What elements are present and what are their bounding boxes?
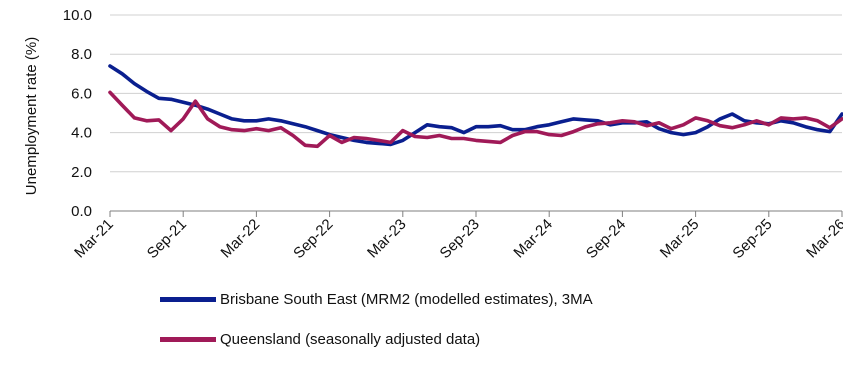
x-axis-ticks: Mar-21 Sep-21 Mar-22 Sep-22 Mar-23 Sep-23 Mar-… — [71, 211, 843, 262]
legend: Brisbane South East (MRM2 (modelled esti… — [160, 286, 593, 366]
x-tick-label: Sep-21 — [144, 216, 190, 262]
legend-label-queensland: Queensland (seasonally adjusted data) — [220, 330, 481, 348]
x-tick-label: Mar-26 — [803, 216, 843, 262]
x-tick-label: Mar-25 — [657, 216, 703, 262]
y-axis-ticks: 0.0 2.0 4.0 6.0 8.0 10.0 — [63, 7, 92, 220]
y-axis-title: Unemployment rate (%) — [23, 37, 40, 195]
gridlines — [110, 14, 842, 212]
y-tick-label: 6.0 — [71, 85, 92, 102]
y-tick-label: 0.0 — [71, 203, 92, 220]
series-line-queensland — [108, 90, 843, 149]
legend-swatch-brisbane — [160, 296, 216, 302]
x-tick-label: Sep-23 — [437, 216, 483, 262]
legend-item-queensland: Queensland (seasonally adjusted data) — [160, 326, 593, 352]
legend-item-brisbane: Brisbane South East (MRM2 (modelled esti… — [160, 286, 593, 312]
legend-label-brisbane: Brisbane South East (MRM2 (modelled esti… — [220, 290, 593, 308]
x-tick-label: Mar-22 — [218, 216, 264, 262]
x-tick-label: Sep-25 — [729, 216, 775, 262]
series-line-brisbane — [108, 64, 843, 147]
series-lines — [108, 64, 843, 149]
x-tick-label: Mar-21 — [71, 216, 117, 262]
x-tick-label: Sep-24 — [583, 216, 629, 262]
y-tick-label: 8.0 — [71, 46, 92, 63]
y-tick-label: 10.0 — [63, 7, 92, 24]
x-tick-label: Mar-23 — [364, 216, 410, 262]
line-chart: 0.0 2.0 4.0 6.0 8.0 10.0 Mar-21 Sep-21 Mar-22 Se… — [23, 7, 843, 262]
legend-swatch-queensland — [160, 336, 216, 342]
x-tick-label: Sep-22 — [290, 216, 336, 262]
y-tick-label: 4.0 — [71, 125, 92, 142]
y-tick-label: 2.0 — [71, 164, 92, 181]
x-tick-label: Mar-24 — [510, 216, 556, 262]
